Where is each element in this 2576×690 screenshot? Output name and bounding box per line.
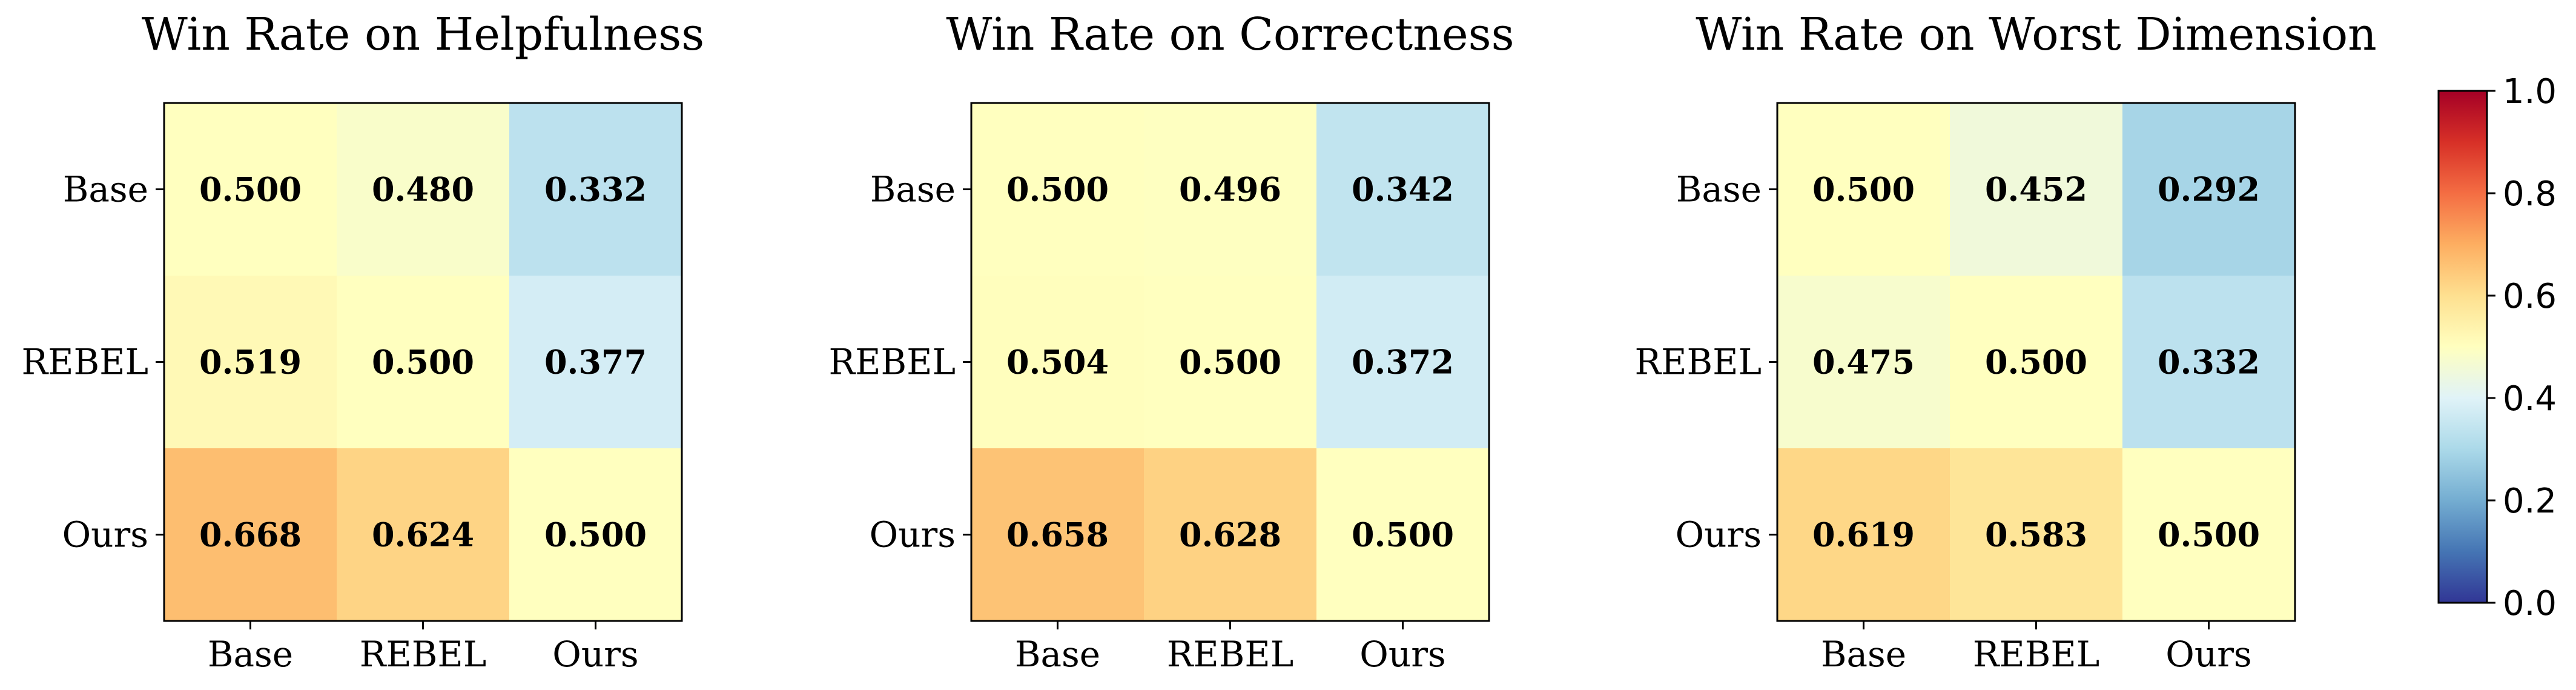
cell-value-label: 0.658 <box>1006 516 1109 554</box>
cell-value-label: 0.452 <box>1985 170 2087 209</box>
colorbar-tick-label: 0.4 <box>2503 379 2557 419</box>
cell-value-label: 0.332 <box>544 170 647 209</box>
heatmap-cell <box>1144 276 1317 449</box>
y-tick-label: Ours <box>1676 514 1762 556</box>
cell-value-label: 0.500 <box>1352 516 1454 554</box>
heatmap-cell <box>1316 276 1490 449</box>
heatmap-panel: Win Rate on Correctness 0.500 0.496 0.342 0.… <box>829 8 1514 675</box>
x-tick-label: Base <box>1015 634 1100 675</box>
cell-value-label: 0.583 <box>1985 516 2087 554</box>
heatmap-panel: Win Rate on Helpfulness 0.500 0.480 0.332 0.… <box>22 8 705 675</box>
heatmap-panels: Win Rate on Helpfulness 0.500 0.480 0.332 0.… <box>22 8 2377 675</box>
colorbar: 0.0 0.2 0.4 0.6 0.8 1.0 <box>2437 72 2557 623</box>
cell-value-label: 0.332 <box>2158 343 2260 382</box>
heatmap-cell <box>971 448 1144 622</box>
heatmap-cell <box>971 276 1144 449</box>
cell-value-label: 0.519 <box>199 343 302 382</box>
x-tick-label: Ours <box>2165 634 2251 675</box>
heatmap-cell <box>1950 448 2123 622</box>
y-tick-label: Base <box>1676 169 1762 210</box>
cell-value-label: 0.496 <box>1179 170 1281 209</box>
cell-value-label: 0.504 <box>1006 343 1109 382</box>
x-tick-label: Ours <box>1359 634 1445 675</box>
colorbar-frame <box>2437 90 2488 604</box>
y-tick-label: Ours <box>62 514 148 556</box>
y-tick-label: Base <box>870 169 956 210</box>
colorbar-tick-label: 0.8 <box>2503 174 2557 214</box>
panel-title: Win Rate on Worst Dimension <box>1696 8 2377 61</box>
x-tick-label: Ours <box>552 634 638 675</box>
heatmap-cell <box>164 276 337 449</box>
heatmap-cell <box>164 448 337 622</box>
colorbar-tick-label: 1.0 <box>2503 72 2557 111</box>
x-tick-label: REBEL <box>1973 634 2100 675</box>
heatmap-cell <box>1777 448 1950 622</box>
heatmap-cell <box>2122 448 2296 622</box>
y-tick-label: REBEL <box>829 342 956 383</box>
cell-value-label: 0.500 <box>1006 170 1109 209</box>
colorbar-tick-label: 0.6 <box>2503 277 2557 316</box>
heatmap-panel: Win Rate on Worst Dimension 0.500 0.452 0.2… <box>1635 8 2377 675</box>
heatmap-cell <box>1950 276 2123 449</box>
cell-value-label: 0.500 <box>199 170 302 209</box>
cell-value-label: 0.377 <box>544 343 647 382</box>
heatmap-cell <box>337 448 510 622</box>
heatmap-cell <box>509 276 682 449</box>
heatmap-cell <box>1316 103 1490 276</box>
cell-value-label: 0.500 <box>1985 343 2087 382</box>
heatmap-cell <box>1950 103 2123 276</box>
cell-value-label: 0.668 <box>199 516 302 554</box>
heatmap-cell <box>164 103 337 276</box>
heatmap-cell <box>1144 448 1317 622</box>
heatmap-cell <box>971 103 1144 276</box>
cell-value-label: 0.372 <box>1352 343 1454 382</box>
heatmap-cell <box>1144 103 1317 276</box>
heatmap-cell <box>337 103 510 276</box>
heatmap-cell <box>1777 276 1950 449</box>
cell-value-label: 0.628 <box>1179 516 1281 554</box>
colorbar-gradient <box>2439 91 2487 603</box>
cell-value-label: 0.292 <box>2158 170 2260 209</box>
heatmap-cell <box>509 103 682 276</box>
cell-value-label: 0.500 <box>372 343 474 382</box>
heatmap-cell <box>337 276 510 449</box>
panel-title: Win Rate on Correctness <box>946 8 1514 61</box>
x-tick-label: REBEL <box>1167 634 1294 675</box>
heatmap-cell <box>509 448 682 622</box>
x-tick-label: Base <box>208 634 293 675</box>
heatmap-cell <box>2122 103 2296 276</box>
y-tick-label: Ours <box>870 514 956 556</box>
heatmap-cell <box>2122 276 2296 449</box>
colorbar-tick-label: 0.0 <box>2503 584 2557 623</box>
x-tick-label: Base <box>1821 634 1906 675</box>
y-tick-label: Base <box>63 169 148 210</box>
cell-value-label: 0.500 <box>2158 516 2260 554</box>
cell-value-label: 0.624 <box>372 516 474 554</box>
cell-value-label: 0.500 <box>544 516 647 554</box>
cell-value-label: 0.619 <box>1812 516 1915 554</box>
heatmap-cell <box>1777 103 1950 276</box>
cell-value-label: 0.475 <box>1812 343 1915 382</box>
y-tick-label: REBEL <box>22 342 149 383</box>
y-tick-label: REBEL <box>1635 342 1762 383</box>
colorbar-tick-label: 0.2 <box>2503 482 2557 521</box>
cell-value-label: 0.500 <box>1179 343 1281 382</box>
cell-value-label: 0.500 <box>1812 170 1915 209</box>
cell-value-label: 0.342 <box>1352 170 1454 209</box>
panel-title: Win Rate on Helpfulness <box>142 8 704 61</box>
cell-value-label: 0.480 <box>372 170 474 209</box>
heatmap-cell <box>1316 448 1490 622</box>
x-tick-label: REBEL <box>360 634 487 675</box>
